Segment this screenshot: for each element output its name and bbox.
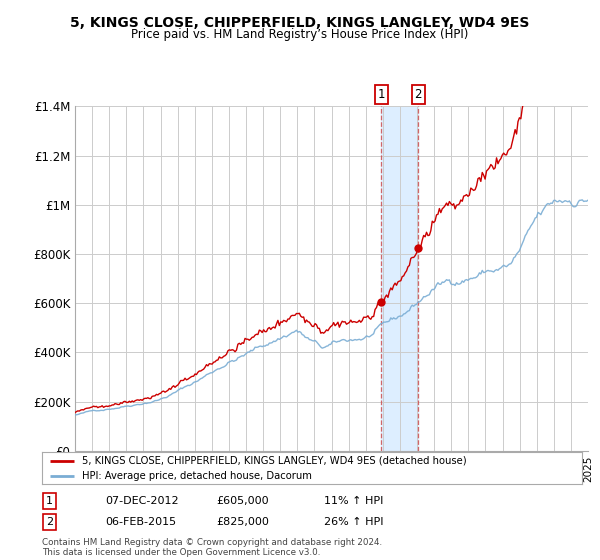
Text: HPI: Average price, detached house, Dacorum: HPI: Average price, detached house, Daco… <box>83 470 313 480</box>
Text: 07-DEC-2012: 07-DEC-2012 <box>105 496 179 506</box>
Text: 5, KINGS CLOSE, CHIPPERFIELD, KINGS LANGLEY, WD4 9ES: 5, KINGS CLOSE, CHIPPERFIELD, KINGS LANG… <box>70 16 530 30</box>
Text: Price paid vs. HM Land Registry’s House Price Index (HPI): Price paid vs. HM Land Registry’s House … <box>131 28 469 41</box>
Text: £825,000: £825,000 <box>216 517 269 527</box>
Text: Contains HM Land Registry data © Crown copyright and database right 2024.
This d: Contains HM Land Registry data © Crown c… <box>42 538 382 557</box>
Text: 11% ↑ HPI: 11% ↑ HPI <box>324 496 383 506</box>
Text: 26% ↑ HPI: 26% ↑ HPI <box>324 517 383 527</box>
Text: 5, KINGS CLOSE, CHIPPERFIELD, KINGS LANGLEY, WD4 9ES (detached house): 5, KINGS CLOSE, CHIPPERFIELD, KINGS LANG… <box>83 456 467 466</box>
Text: 06-FEB-2015: 06-FEB-2015 <box>105 517 176 527</box>
Text: £605,000: £605,000 <box>216 496 269 506</box>
Text: 1: 1 <box>377 88 385 101</box>
Bar <box>382 106 418 451</box>
Text: 2: 2 <box>415 88 422 101</box>
Text: 2: 2 <box>46 517 53 527</box>
Text: 1: 1 <box>46 496 53 506</box>
